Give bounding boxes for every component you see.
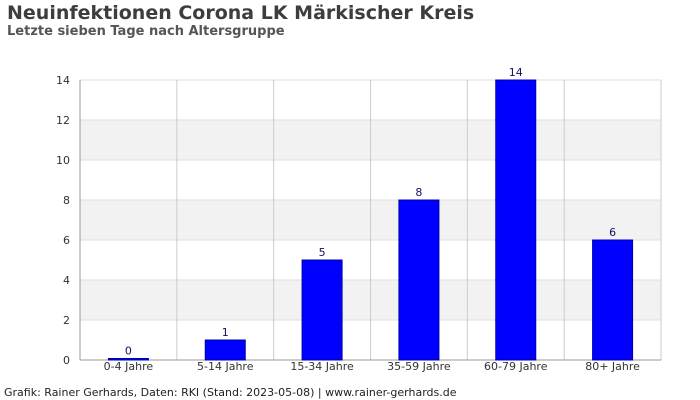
bar [107, 358, 149, 361]
data-label: 1 [222, 326, 229, 339]
x-tick-label: 5-14 Jahre [197, 360, 254, 373]
x-tick-label: 35-59 Jahre [387, 360, 451, 373]
y-tick-label: 0 [63, 354, 70, 367]
chart-subtitle: Letzte sieben Tage nach Altersgruppe [7, 24, 285, 39]
y-tick-label: 14 [56, 74, 70, 87]
bar [204, 339, 246, 361]
data-label: 0 [125, 345, 132, 358]
y-tick-label: 6 [63, 234, 70, 247]
data-label: 5 [319, 246, 326, 259]
x-tick-label: 80+ Jahre [585, 360, 640, 373]
data-label: 8 [415, 186, 422, 199]
data-label: 6 [609, 226, 616, 239]
bar [592, 239, 634, 361]
x-tick-label: 15-34 Jahre [290, 360, 354, 373]
bar [301, 259, 343, 361]
y-tick-label: 10 [56, 154, 70, 167]
bar [398, 199, 440, 361]
data-label: 14 [509, 66, 523, 79]
y-tick-label: 12 [56, 114, 70, 127]
x-tick-label: 60-79 Jahre [484, 360, 548, 373]
y-tick-label: 2 [63, 314, 70, 327]
source-footer: Grafik: Rainer Gerhards, Daten: RKI (Sta… [4, 386, 457, 399]
bar [495, 79, 537, 361]
chart-title: Neuinfektionen Corona LK Märkischer Krei… [7, 2, 475, 24]
y-tick-label: 8 [63, 194, 70, 207]
y-tick-label: 4 [63, 274, 70, 287]
x-tick-label: 0-4 Jahre [104, 360, 154, 373]
